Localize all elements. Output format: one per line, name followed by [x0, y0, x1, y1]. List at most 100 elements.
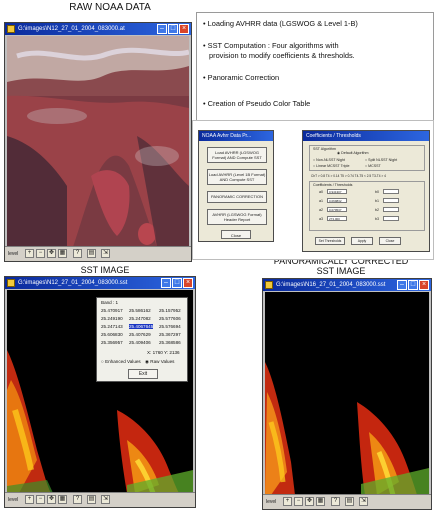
band-value: 25.157952 [159, 308, 181, 313]
band-value: 25.247143 [101, 324, 123, 329]
band-value: 25.407629 [129, 332, 151, 337]
header-report-button[interactable]: AVHRR (LGSWOG Format) Header Report [207, 209, 267, 225]
maximize-button[interactable]: □ [168, 24, 178, 34]
coefficients-dialog-titlebar[interactable]: Coefficients / Thresholds [303, 131, 429, 141]
pixel-coords: X: 1760 Y: 2136 [147, 350, 180, 355]
b0-input[interactable] [383, 189, 399, 194]
field-label: b0 [375, 190, 379, 194]
export-icon[interactable]: ⇲ [359, 497, 368, 506]
palette-icon[interactable]: ▦ [58, 495, 67, 504]
coefficients-dialog-title: Coefficients / Thresholds [306, 133, 361, 139]
raw-window-title: G:\images\N12_27_01_2004_083000.at [18, 26, 125, 32]
set-thresholds-button[interactable]: Set Thresholds [315, 237, 345, 245]
bullet-item: • Loading AVHRR data (LGSWOG & Level 1-B… [203, 19, 358, 28]
field-label: b1 [375, 199, 379, 203]
toolbar-label: level [8, 497, 19, 503]
bullet-item: • Creation of Pseudo Color Table [203, 99, 311, 108]
band-value: 25.368586 [159, 340, 181, 345]
radio-option[interactable]: ○ Non-NLSST Night [313, 158, 345, 162]
close-button[interactable]: Close [379, 237, 401, 245]
panoramic-title-line2: SST IMAGE [316, 266, 366, 276]
palette-icon[interactable]: ▦ [316, 497, 325, 506]
zoom-in-icon[interactable]: + [283, 497, 292, 506]
legend-icon[interactable]: ▤ [345, 497, 354, 506]
radio-default[interactable]: ◉ Default Algorithm [337, 151, 369, 155]
band-value: 25.249190 [101, 316, 123, 321]
close-button[interactable]: Close [221, 230, 251, 239]
zoom-out-icon[interactable]: − [294, 497, 303, 506]
b2-input[interactable] [383, 207, 399, 212]
minimize-button[interactable]: – [161, 278, 171, 288]
panoramic-title-line1: PANORAMICALLY CORRECTED [273, 256, 409, 266]
legend-icon[interactable]: ▤ [87, 495, 96, 504]
algorithm-group [309, 145, 425, 171]
raw-window-titlebar[interactable]: G:\images\N12_27_01_2004_083000.at [5, 23, 191, 35]
zoom-out-icon[interactable]: − [36, 249, 45, 258]
exit-button[interactable]: Exit [128, 369, 158, 379]
avhrr-dialog-titlebar[interactable]: NOAA Avhrr Data Pr... [199, 131, 273, 141]
raw-satellite-image [7, 36, 189, 247]
b3-input[interactable] [383, 216, 399, 221]
legend-icon[interactable]: ▤ [87, 249, 96, 258]
panoramic-image-window: G:\images\N16_27_01_2004_083000.sst – □ … [262, 278, 432, 510]
pano-window-toolbar: level + − ✥ ▦ ? ▤ ⇲ [263, 494, 431, 509]
radio-option[interactable]: ○ Linear MCSST Triple [313, 164, 350, 168]
band-value: 25.470917 [101, 308, 123, 313]
load-lgswog-button[interactable]: Load AVHRR (LGSWOG Format) AND Compute S… [207, 147, 267, 163]
toolbar-label: level [8, 251, 19, 257]
zoom-out-icon[interactable]: − [36, 495, 45, 504]
export-icon[interactable]: ⇲ [101, 249, 110, 258]
sst-window-toolbar: level + − ✥ ▦ ? ▤ ⇲ [5, 492, 195, 507]
palette-icon[interactable]: ▦ [58, 249, 67, 258]
maximize-button[interactable]: □ [408, 280, 418, 290]
info-icon[interactable]: ? [73, 249, 82, 258]
export-icon[interactable]: ⇲ [101, 495, 110, 504]
toolbar-label: level [266, 499, 277, 505]
zoom-in-icon[interactable]: + [25, 495, 34, 504]
info-icon[interactable]: ? [73, 495, 82, 504]
radio-option[interactable]: ○ Split NLSST Night [365, 158, 398, 162]
minimize-button[interactable]: – [397, 280, 407, 290]
field-label: a2 [319, 208, 323, 212]
bullet-item-continued: provision to modify coefficients & thres… [209, 51, 355, 60]
bullet-item: • SST Computation : Four algorithms with [203, 41, 339, 50]
pan-icon[interactable]: ✥ [47, 249, 56, 258]
close-button[interactable]: × [179, 24, 189, 34]
zoom-in-icon[interactable]: + [25, 249, 34, 258]
load-level1b-button[interactable]: Load AVHRR (Level 1B Format) AND Compute… [207, 169, 267, 185]
a2-input[interactable]: 0.079537 [327, 207, 347, 212]
band-value-selected[interactable]: 25.4067645 [129, 324, 154, 329]
coefficient-group [309, 181, 425, 231]
radio-option[interactable]: ○ MCSST [365, 164, 381, 168]
band-values-dialog: Band : 1 25.470917 25.586162 25.157952 2… [96, 297, 188, 382]
raw-data-title: RAW NOAA DATA [69, 2, 151, 13]
info-icon[interactable]: ? [331, 497, 340, 506]
pano-window-title: G:\images\N16_27_01_2004_083000.sst [276, 282, 386, 288]
sst-window-titlebar[interactable]: G:\images\N12_27_01_2004_083000.sst [5, 277, 195, 289]
bullet-item: • Panoramic Correction [203, 73, 280, 82]
a1-input[interactable]: 0.069832 [327, 198, 347, 203]
band-value: 25.606830 [101, 332, 123, 337]
a0-input[interactable]: 0.941307 [327, 189, 347, 194]
app-icon [265, 281, 273, 289]
enhanced-values-radio[interactable]: ○ Enhanced Values [101, 359, 141, 364]
raw-values-radio[interactable]: ◉ Raw Values [145, 359, 175, 364]
band-value: 25.356957 [101, 340, 123, 345]
close-button[interactable]: × [183, 278, 193, 288]
b1-input[interactable] [383, 198, 399, 203]
apply-button[interactable]: Apply [351, 237, 373, 245]
sst-image-title: SST IMAGE [80, 265, 130, 275]
pan-icon[interactable]: ✥ [305, 497, 314, 506]
coefficient-group-label: Coefficients / Thresholds [313, 183, 353, 187]
feature-list-panel: • Loading AVHRR data (LGSWOG & Level 1-B… [196, 12, 434, 128]
panoramic-correction-button[interactable]: PANORAMIC CORRECTION [207, 191, 267, 203]
maximize-button[interactable]: □ [172, 278, 182, 288]
pano-window-titlebar[interactable]: G:\images\N16_27_01_2004_083000.sst [263, 279, 431, 291]
a3-input[interactable]: 273.000 [327, 216, 347, 221]
field-label: b3 [375, 217, 379, 221]
sst-window-title: G:\images\N12_27_01_2004_083000.sst [18, 280, 128, 286]
pan-icon[interactable]: ✥ [47, 495, 56, 504]
minimize-button[interactable]: – [157, 24, 167, 34]
app-icon [7, 279, 15, 287]
close-button[interactable]: × [419, 280, 429, 290]
